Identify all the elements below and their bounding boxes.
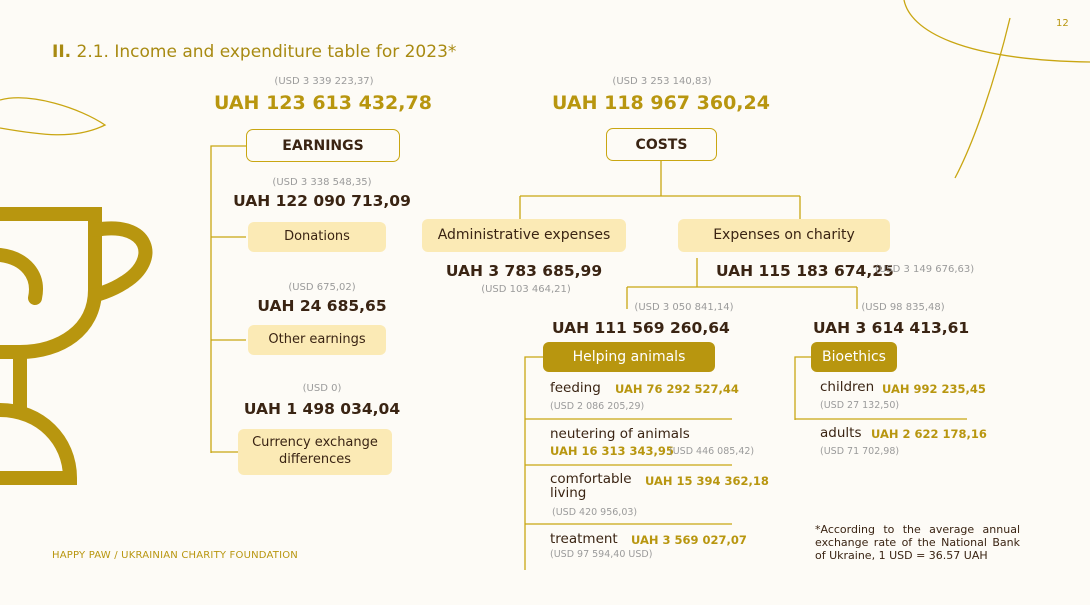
section-number: II. — [52, 42, 72, 62]
helping-animals-box: Helping animals — [543, 342, 715, 372]
currency-label-line1: Currency exchange — [252, 435, 378, 451]
feeding-uah: UAH 76 292 527,44 — [615, 382, 739, 396]
trophy-icon — [0, 207, 153, 485]
treatment-usd: (USD 97 594,40 USD) — [550, 549, 653, 560]
currency-label-line2: differences — [278, 452, 352, 467]
costs-usd: (USD 3 253 140,83) — [612, 76, 712, 87]
other-earnings-usd: (USD 675,02) — [288, 282, 356, 293]
currency-box: Currency exchange differences — [238, 429, 392, 475]
helping-usd: (USD 3 050 841,14) — [634, 302, 734, 313]
footnote: *According to the average annual exchang… — [815, 523, 1020, 563]
administrative-box: Administrative expenses — [422, 219, 626, 252]
children-usd: (USD 27 132,50) — [820, 400, 900, 411]
helping-uah: UAH 111 569 260,64 — [552, 319, 730, 337]
neutering-uah: UAH 16 313 343,95 — [550, 444, 674, 458]
page-title: II. 2.1. Income and expenditure table fo… — [52, 42, 456, 62]
bioethics-uah: UAH 3 614 413,61 — [813, 319, 970, 337]
donations-usd: (USD 3 338 548,35) — [272, 177, 372, 188]
feeding-label: feeding — [550, 380, 601, 396]
donations-box: Donations — [248, 222, 386, 252]
other-earnings-box: Other earnings — [248, 325, 386, 355]
currency-usd: (USD 0) — [302, 383, 342, 394]
earnings-usd: (USD 3 339 223,37) — [274, 76, 374, 87]
charity-box: Expenses on charity — [678, 219, 890, 252]
currency-uah: UAH 1 498 034,04 — [243, 400, 401, 418]
other-earnings-uah: UAH 24 685,65 — [257, 297, 387, 315]
earnings-total: UAH 123 613 432,78 — [214, 92, 432, 114]
neutering-label: neutering of animals — [550, 426, 690, 442]
comfortable-usd: (USD 420 956,03) — [552, 507, 638, 518]
decor-line-right — [954, 17, 1011, 179]
children-uah: UAH 992 235,45 — [882, 382, 986, 396]
treatment-uah: UAH 3 569 027,07 — [631, 533, 747, 547]
decor-curve-left — [0, 97, 107, 136]
bioethics-box: Bioethics — [811, 342, 897, 372]
children-label: children — [820, 379, 875, 395]
administrative-usd: (USD 103 464,21) — [481, 284, 571, 295]
treatment-label: treatment — [550, 531, 618, 547]
earnings-box: EARNINGS — [246, 129, 400, 162]
connectors — [210, 145, 967, 570]
comfortable-label: comfortable living — [550, 472, 632, 500]
footer-brand: HAPPY PAW / UKRAINIAN CHARITY FOUNDATION — [52, 550, 298, 561]
title-text: 2.1. Income and expenditure table for 20… — [76, 42, 457, 62]
adults-uah: UAH 2 622 178,16 — [871, 427, 987, 441]
neutering-usd: (USD 446 085,42) — [669, 446, 755, 457]
feeding-usd: (USD 2 086 205,29) — [550, 401, 645, 412]
decor-lines — [0, 0, 1090, 179]
decor-curve-top-right — [903, 0, 1090, 63]
adults-usd: (USD 71 702,98) — [820, 446, 900, 457]
administrative-uah: UAH 3 783 685,99 — [445, 262, 603, 280]
charity-uah: UAH 115 183 674,25 — [716, 262, 894, 280]
costs-total: UAH 118 967 360,24 — [552, 92, 770, 114]
bioethics-usd: (USD 98 835,48) — [861, 302, 945, 313]
charity-usd: (USD 3 149 676,63) — [875, 264, 975, 275]
adults-label: adults — [820, 425, 862, 441]
donations-uah: UAH 122 090 713,09 — [233, 192, 411, 210]
comfortable-label-line2: living — [550, 485, 587, 501]
costs-box: COSTS — [606, 128, 717, 161]
page-number: 12 — [1056, 18, 1069, 29]
comfortable-uah: UAH 15 394 362,18 — [645, 474, 769, 488]
comfortable-label-line1: comfortable — [550, 471, 632, 487]
